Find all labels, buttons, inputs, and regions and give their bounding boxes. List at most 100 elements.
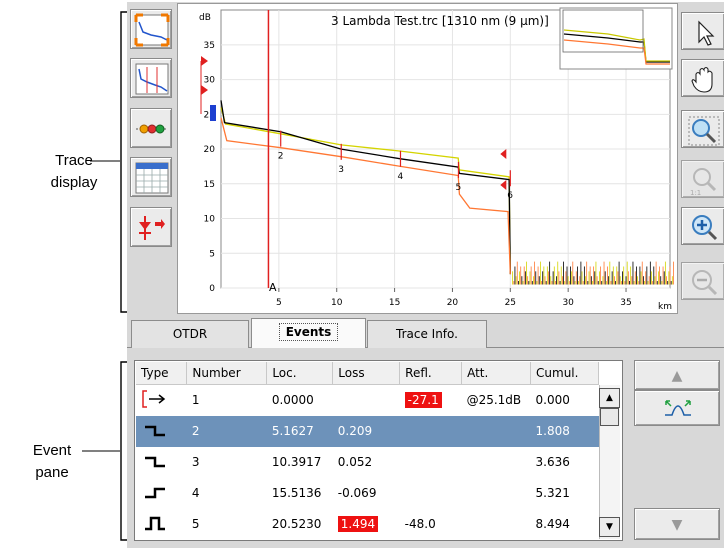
non-reflective-loss-icon [136, 447, 187, 478]
trace-display-callout-line2: display [50, 174, 98, 191]
cell-cumul: 1.808 [530, 415, 599, 447]
trace-graph-panel[interactable]: 0 5 10 15 20 25 30 35 5 10 15 20 25 30 35 dB km 3 Lam… [177, 3, 678, 314]
tab-otdr-label: OTDR [172, 327, 208, 341]
scrollbar-thumb[interactable] [600, 408, 619, 426]
col-loc[interactable]: Loc. [266, 362, 334, 385]
cell-number: 3 [191, 455, 200, 469]
launch-marker-flag [201, 56, 208, 66]
event-pane-callout-line2: pane [35, 464, 69, 481]
zoom-fit-icon [134, 13, 170, 47]
zoom-in-button[interactable] [681, 207, 724, 245]
events-table-header: Type Number Loc. Loss Refl. Att. Cumul. [136, 362, 599, 385]
cell-cumul: 3.636 [535, 455, 570, 469]
cell-refl: -27.1 [404, 392, 442, 408]
cell-loss: 1.494 [337, 516, 379, 532]
event-chain-button[interactable] [130, 108, 172, 148]
col-type[interactable]: Type [136, 362, 188, 385]
col-number[interactable]: Number [186, 362, 268, 385]
scroll-up-button[interactable]: ▲ [634, 360, 720, 390]
scroll-down-button[interactable]: ▼ [634, 508, 720, 540]
cell-att [462, 447, 531, 478]
tab-events[interactable]: Events [251, 318, 366, 348]
cell-att: @25.1dB [466, 393, 522, 407]
trace-graph-icon [135, 63, 169, 95]
y-tick-label: 5 [209, 249, 215, 259]
hand-pan-icon [691, 66, 713, 93]
col-cumul[interactable]: Cumul. [530, 362, 599, 385]
table-view-icon [135, 162, 169, 194]
y-axis-unit: dB [199, 13, 211, 23]
zoom-fit-button[interactable] [130, 9, 172, 49]
event-number-label: 4 [397, 172, 403, 182]
cell-refl [400, 447, 462, 478]
launch-level-bar [210, 105, 216, 121]
cell-number: 5 [191, 517, 200, 531]
non-reflective-loss-icon [136, 415, 187, 447]
graph-title: 3 Lambda Test.trc [1310 nm (9 µm)] [331, 14, 549, 28]
pointer-button[interactable] [681, 12, 724, 50]
overview-thumbnail[interactable] [559, 7, 673, 70]
non-reflective-gain-icon [136, 478, 187, 509]
cell-loss: -0.069 [337, 486, 377, 500]
zoom-out-button[interactable] [681, 262, 724, 300]
cell-att [462, 478, 531, 509]
cell-att [461, 415, 531, 447]
col-loss[interactable]: Loss [332, 362, 401, 385]
x-tick-label: 5 [276, 298, 282, 308]
y-tick-label: 0 [209, 284, 215, 294]
events-table[interactable]: Type Number Loc. Loss Refl. Att. Cumul. … [136, 362, 599, 540]
table-view-button[interactable] [130, 157, 172, 197]
splice-event-icon [139, 216, 165, 240]
trace-display-bracket [82, 11, 127, 541]
cell-cumul: 0.000 [535, 393, 570, 407]
event-chain-icon [136, 124, 168, 134]
table-row[interactable]: 3 10.3917 0.052 3.636 [136, 447, 599, 478]
scroll-down-icon: ▼ [671, 517, 683, 533]
reflective-event-icon [136, 509, 187, 540]
table-row[interactable]: 1 0.0000 -27.1 @25.1dB 0.000 [136, 384, 599, 416]
y-tick-label: 25 [204, 110, 215, 120]
zoom-1to1-button[interactable]: 1:1 [681, 160, 724, 198]
tab-trace-info-label: Trace Info. [396, 327, 458, 341]
scroll-up-icon: ▲ [671, 368, 683, 384]
cell-loc: 10.3917 [271, 455, 322, 469]
noise-floor [512, 261, 674, 285]
scrollbar-up-button[interactable]: ▲ [599, 388, 620, 408]
event-pane-callout: Event pane [22, 440, 82, 484]
table-row[interactable]: 2 5.1627 0.209 1.808 [136, 415, 599, 447]
launch-level-icon [136, 384, 187, 416]
tab-otdr[interactable]: OTDR [131, 320, 249, 348]
zoom-area-button[interactable] [681, 110, 724, 148]
event-number-label: 2 [278, 152, 284, 162]
event-number-label: 5 [455, 183, 461, 193]
cell-refl: -48.0 [404, 517, 436, 531]
scrollbar-down-button[interactable]: ▼ [599, 517, 620, 537]
tab-events-label: Events [278, 323, 339, 341]
table-row[interactable]: 4 15.5136 -0.069 5.321 [136, 478, 599, 509]
cell-loc: 15.5136 [271, 486, 322, 500]
col-att[interactable]: Att. [461, 362, 532, 385]
splice-event-button[interactable] [130, 207, 172, 247]
trace-line-yellow [220, 107, 511, 275]
cell-cumul: 5.321 [535, 486, 570, 500]
cell-loc: 5.1627 [266, 415, 333, 447]
graph-grid [220, 9, 671, 292]
table-row[interactable]: 5 20.5230 1.494 -48.0 8.494 [136, 509, 599, 540]
x-tick-label: 25 [505, 298, 516, 308]
event-number-label: 3 [338, 165, 344, 175]
hand-pan-button[interactable] [681, 59, 724, 97]
trace-graph-button[interactable] [130, 58, 172, 98]
pointer-icon [698, 20, 715, 46]
trace-line-black [220, 100, 511, 275]
cell-loc: 20.5230 [271, 517, 322, 531]
tab-trace-info[interactable]: Trace Info. [367, 320, 487, 348]
zoom-1to1-icon: 1:1 [690, 168, 717, 197]
zoom-out-icon [692, 270, 718, 296]
y-tick-label: 30 [204, 76, 216, 86]
x-tick-label: 20 [447, 298, 459, 308]
event-detail-button[interactable] [634, 390, 720, 426]
event-detail-icon [665, 400, 691, 416]
col-refl[interactable]: Refl. [399, 362, 463, 385]
cell-refl [399, 415, 462, 447]
